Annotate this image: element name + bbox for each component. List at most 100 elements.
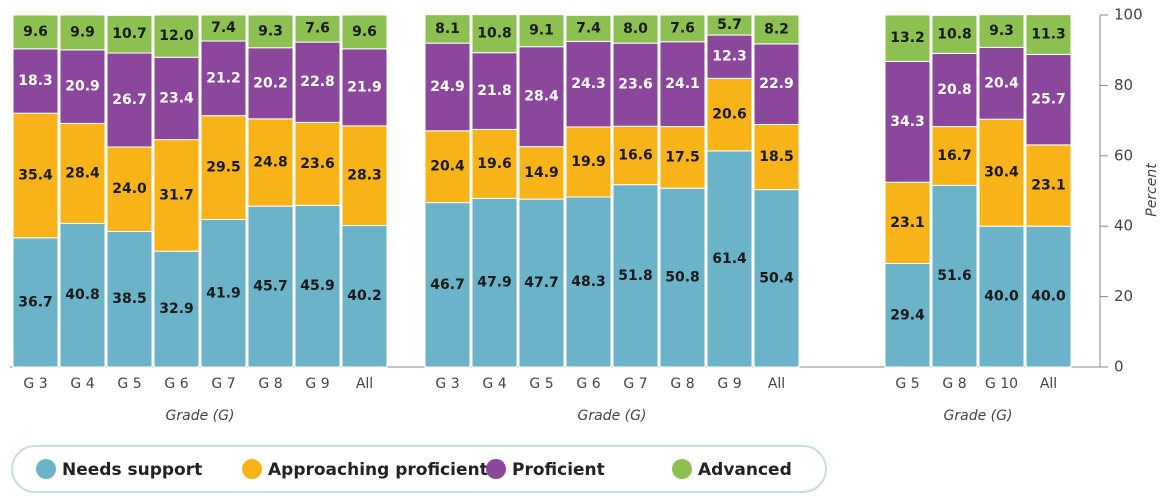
- bar-segment: [1025, 144, 1072, 227]
- value-label: 50.8: [665, 270, 700, 286]
- bar-segment: [884, 263, 931, 368]
- bar-segment: [884, 14, 931, 62]
- bar-segment: [106, 14, 153, 54]
- value-label: 24.9: [430, 79, 465, 95]
- bar-segment: [706, 34, 753, 79]
- bar-segment: [200, 115, 247, 221]
- bar-segment: [931, 52, 978, 128]
- bar-segment: [753, 43, 800, 125]
- bar-segment: [518, 146, 565, 200]
- legend-label: Needs support: [62, 460, 202, 480]
- value-label: 20.4: [984, 75, 1019, 91]
- bar-segment: [931, 14, 978, 54]
- legend-label: Advanced: [698, 460, 792, 480]
- bar-segment: [471, 14, 518, 54]
- legend-label: Proficient: [512, 460, 605, 480]
- value-label: 48.3: [571, 274, 606, 290]
- value-label: 17.5: [665, 149, 700, 165]
- value-label: 9.6: [352, 24, 377, 40]
- legend-swatch: [672, 459, 692, 479]
- bar-segment: [341, 224, 388, 368]
- value-label: 9.9: [70, 24, 95, 40]
- value-label: 22.8: [300, 74, 335, 90]
- value-label: 23.4: [159, 90, 194, 106]
- x-tick-label: G 6: [576, 376, 600, 392]
- bar-segment: [884, 181, 931, 265]
- value-label: 36.7: [18, 294, 53, 310]
- value-label: 23.1: [1031, 178, 1066, 194]
- x-axis-label: Grade (G): [578, 408, 647, 424]
- value-label: 51.6: [937, 268, 972, 284]
- value-label: 19.9: [571, 154, 606, 170]
- bar-segment: [931, 126, 978, 186]
- value-label: 26.7: [112, 92, 147, 108]
- bar-segment: [341, 14, 388, 50]
- value-label: 61.4: [712, 251, 747, 267]
- bar-segment: [247, 47, 294, 120]
- bar-segment: [106, 52, 153, 148]
- x-tick-label: All: [768, 376, 785, 392]
- bar-segment: [424, 14, 471, 44]
- value-label: 9.3: [258, 23, 283, 39]
- bar-segment: [294, 41, 341, 123]
- value-label: 16.7: [937, 148, 972, 164]
- value-label: 46.7: [430, 277, 465, 293]
- bar-segment: [341, 48, 388, 127]
- y-tick-label: 0: [1114, 358, 1124, 376]
- x-tick-label: G 5: [895, 376, 919, 392]
- y-axis-label: Percent: [1144, 163, 1160, 217]
- y-tick-label: 40: [1114, 217, 1133, 235]
- value-label: 10.8: [477, 26, 512, 42]
- value-label: 47.7: [524, 275, 559, 291]
- bar-segment: [59, 222, 106, 368]
- bar-segment: [471, 128, 518, 199]
- x-tick-label: G 10: [985, 376, 1018, 392]
- y-tick-label: 20: [1114, 287, 1133, 305]
- value-label: 18.5: [759, 149, 794, 165]
- x-tick-label: G 8: [942, 376, 966, 392]
- value-label: 14.9: [524, 165, 559, 181]
- value-label: 8.0: [623, 21, 648, 37]
- bar-segment: [518, 14, 565, 48]
- x-tick-label: G 5: [117, 376, 141, 392]
- bar-segment: [978, 14, 1025, 48]
- value-label: 29.5: [206, 160, 241, 176]
- value-label: 11.3: [1031, 27, 1066, 43]
- x-tick-label: G 7: [623, 376, 647, 392]
- value-label: 13.2: [890, 30, 925, 46]
- bar-segment: [424, 130, 471, 204]
- x-tick-label: G 4: [482, 376, 506, 392]
- legend-swatch: [242, 459, 262, 479]
- value-label: 23.1: [890, 215, 925, 231]
- value-label: 7.6: [670, 20, 695, 36]
- value-label: 20.9: [65, 79, 100, 95]
- bar-segment: [565, 196, 612, 368]
- bar-segment: [931, 184, 978, 368]
- bar-segment: [659, 41, 706, 128]
- value-label: 25.7: [1031, 92, 1066, 108]
- value-label: 40.2: [347, 288, 382, 304]
- bar-segment: [978, 118, 1025, 227]
- value-label: 20.8: [937, 82, 972, 98]
- bar-segment: [12, 237, 59, 368]
- value-label: 21.9: [347, 79, 382, 95]
- value-label: 23.6: [300, 156, 335, 172]
- value-label: 28.4: [65, 165, 100, 181]
- value-label: 16.6: [618, 147, 653, 163]
- value-label: 7.4: [211, 20, 236, 36]
- bar-segment: [294, 14, 341, 43]
- x-tick-label: G 3: [23, 376, 47, 392]
- value-label: 31.7: [159, 187, 194, 203]
- bar-segment: [424, 202, 471, 368]
- bar-segment: [247, 14, 294, 49]
- bar-segment: [153, 56, 200, 141]
- y-tick-label: 80: [1114, 76, 1133, 94]
- bar-segment: [706, 77, 753, 152]
- x-tick-label: G 4: [70, 376, 94, 392]
- bar-segment: [518, 198, 565, 368]
- x-tick-label: All: [356, 376, 373, 392]
- bar-segment: [247, 205, 294, 368]
- bar-segment: [753, 14, 800, 45]
- x-tick-label: G 5: [529, 376, 553, 392]
